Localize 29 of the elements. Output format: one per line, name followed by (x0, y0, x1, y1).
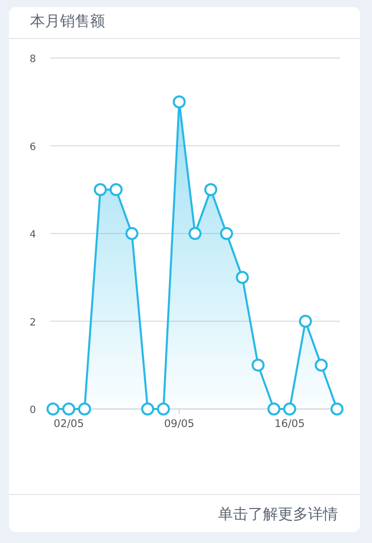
x-tick-label: 02/05 (54, 418, 84, 430)
y-tick-label: 0 (30, 405, 36, 416)
point (252, 358, 265, 372)
point (298, 314, 312, 328)
point (156, 402, 170, 416)
point (220, 227, 234, 240)
point (141, 402, 154, 416)
point (204, 183, 218, 196)
point (188, 227, 202, 240)
point (62, 402, 76, 416)
x-tick-label: 09/05 (164, 418, 194, 430)
point (94, 183, 107, 196)
point (125, 227, 138, 240)
y-tick-label: 6 (30, 142, 36, 153)
point (267, 402, 280, 416)
point (172, 95, 186, 108)
point (78, 402, 92, 416)
x-tick-label: 16/05 (274, 418, 305, 430)
chart-title: 本月销售额 (30, 12, 105, 30)
point (330, 402, 344, 416)
point (236, 270, 249, 284)
y-tick-label: 4 (30, 230, 36, 240)
point (283, 402, 296, 416)
y-tick-label: 2 (30, 317, 36, 328)
point (314, 358, 328, 372)
text: 单击了解更多详情 (218, 505, 338, 523)
y-tick-label: 8 (30, 54, 36, 65)
point (46, 402, 60, 416)
point (110, 183, 123, 196)
